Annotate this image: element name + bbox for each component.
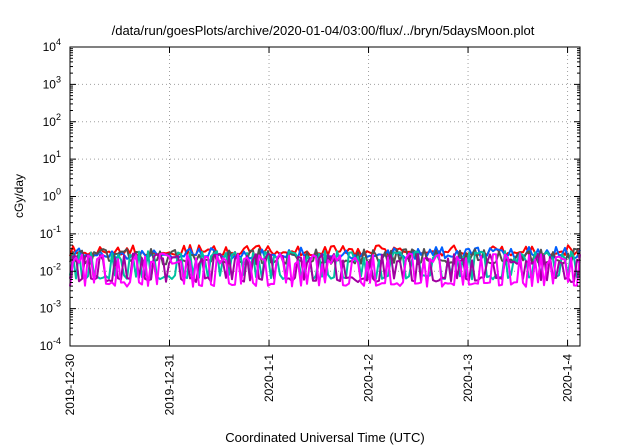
y-tick-label: 10-1 (40, 224, 61, 241)
plot-frame (69, 46, 581, 347)
y-tick-label: 104 (43, 37, 61, 54)
y-tick-label: 103 (43, 74, 61, 91)
x-tick-label: 2020-1-3 (461, 354, 475, 402)
y-tick-label: 10-2 (40, 261, 61, 278)
x-tick-label: 2020-1-2 (362, 354, 376, 402)
x-tick-label: 2020-1-4 (561, 354, 575, 402)
series-layer (69, 244, 581, 288)
x-tick-label: 2019-12-30 (63, 354, 77, 416)
x-tick-label: 2020-1-1 (262, 354, 276, 402)
x-tick-label: 2019-12-31 (163, 354, 177, 416)
series-line (69, 252, 581, 288)
grid (70, 47, 580, 346)
y-tick-label: 100 (43, 187, 61, 204)
y-tick-label: 10-4 (40, 336, 61, 353)
x-axis-label: Coordinated Universal Time (UTC) (225, 430, 424, 445)
chart-title: /data/run/goesPlots/archive/2020-01-04/0… (112, 23, 535, 38)
y-tick-label: 102 (43, 112, 61, 129)
x-axis-ticks: 2019-12-30 2019-12-31 2020-1-1 2020-1-2 2020… (63, 47, 575, 415)
y-tick-label: 10-3 (40, 299, 61, 316)
y-axis-label: cGy/day (12, 174, 26, 218)
y-tick-label: 101 (43, 149, 61, 166)
series-line (69, 244, 581, 257)
